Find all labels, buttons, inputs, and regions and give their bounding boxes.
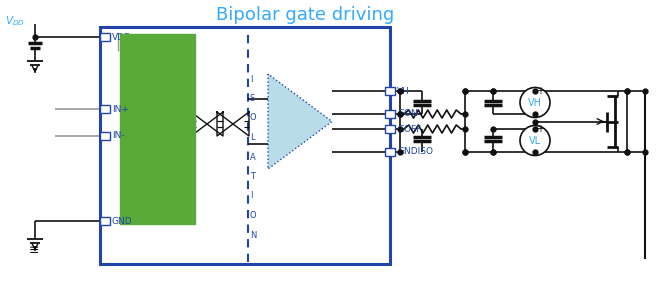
Text: +: + bbox=[536, 86, 544, 97]
Text: GON: GON bbox=[397, 109, 418, 118]
Text: I: I bbox=[250, 74, 253, 83]
Text: VDD: VDD bbox=[112, 33, 132, 42]
Text: I: I bbox=[250, 191, 253, 201]
Text: $\equiv$: $\equiv$ bbox=[26, 243, 40, 256]
Text: VL: VL bbox=[529, 135, 541, 146]
Bar bbox=[100, 217, 110, 225]
Text: IN-: IN- bbox=[112, 132, 125, 141]
Text: N: N bbox=[250, 231, 256, 239]
Text: +: + bbox=[536, 124, 544, 135]
Bar bbox=[100, 105, 110, 113]
Bar bbox=[385, 125, 395, 133]
Text: IN+: IN+ bbox=[112, 104, 129, 114]
Text: O: O bbox=[250, 114, 257, 123]
Text: A: A bbox=[250, 152, 256, 161]
Bar bbox=[385, 148, 395, 156]
Bar bbox=[120, 34, 195, 224]
Polygon shape bbox=[268, 74, 332, 169]
Bar bbox=[100, 27, 390, 264]
Text: GND: GND bbox=[112, 216, 133, 225]
Bar bbox=[385, 110, 395, 118]
Text: GNDISO: GNDISO bbox=[397, 147, 433, 156]
Circle shape bbox=[520, 88, 550, 118]
Text: VH: VH bbox=[528, 97, 542, 108]
Bar bbox=[385, 87, 395, 95]
Text: Bipolar gate driving: Bipolar gate driving bbox=[216, 6, 394, 24]
Text: T: T bbox=[250, 172, 255, 181]
Text: GOFF: GOFF bbox=[397, 124, 421, 133]
Bar bbox=[100, 132, 110, 140]
Text: L: L bbox=[250, 133, 255, 142]
Bar bbox=[100, 33, 110, 41]
Text: VH: VH bbox=[397, 86, 410, 95]
Text: $V_{DD}$: $V_{DD}$ bbox=[5, 14, 25, 28]
Circle shape bbox=[520, 126, 550, 155]
Text: S: S bbox=[250, 94, 255, 103]
Text: O: O bbox=[250, 211, 257, 220]
